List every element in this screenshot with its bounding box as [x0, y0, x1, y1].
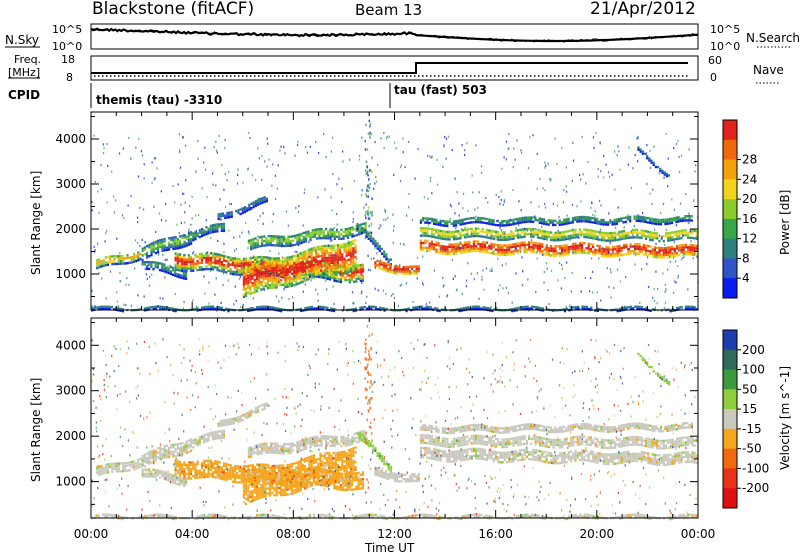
- y-tick-label: 4000: [55, 132, 86, 146]
- colorbar-swatch: [723, 448, 737, 469]
- colorbar-swatch: [723, 278, 737, 299]
- x-tick-label: 00:00: [74, 527, 109, 541]
- x-tick-label: 16:00: [478, 527, 513, 541]
- y-tick-label: 2000: [55, 222, 86, 236]
- nave-tick-high: 60: [708, 54, 722, 67]
- beam-title: Beam 13: [355, 1, 422, 19]
- velocity-cbar-label: Velocity [m s^-1]: [778, 366, 792, 470]
- nsearch-tick-low: 10^0: [710, 40, 740, 53]
- colorbar-swatch: [723, 488, 737, 509]
- velocity-panel: 1000 2000 3000 4000: [55, 317, 699, 521]
- freq-tick-high: 18: [61, 53, 75, 66]
- colorbar-swatch: [723, 389, 737, 410]
- power-cbar-tick: 28: [742, 153, 757, 167]
- nsky-tick-low: 10^0: [52, 40, 82, 53]
- colorbar-swatch: [723, 369, 737, 390]
- nsky-noise: [90, 28, 699, 43]
- colorbar-swatch: [723, 159, 737, 180]
- velocity-colorbar: 200 100 50 15 -15 -50 -100 -200: [722, 329, 769, 509]
- y-tick-label: 1000: [55, 267, 86, 281]
- cpid-label: CPID: [8, 88, 40, 102]
- x-tick-label: 04:00: [175, 527, 210, 541]
- date-title: 21/Apr/2012: [590, 0, 696, 19]
- colorbar-swatch: [723, 468, 737, 489]
- colorbar-swatch: [723, 349, 737, 371]
- colorbar-swatch: [723, 139, 737, 161]
- colorbar-swatch: [723, 218, 737, 240]
- nsky-label: N.Sky: [5, 33, 39, 47]
- power-cbar-tick: 20: [742, 192, 757, 206]
- power-heatmap: [91, 119, 699, 313]
- x-tick-label: 00:00: [681, 527, 716, 541]
- y-tick-label: 3000: [55, 177, 86, 191]
- velocity-heatmap: [91, 325, 698, 521]
- nsky-trace: [91, 27, 699, 43]
- freq-tick-low: 8: [66, 71, 73, 84]
- power-cbar-label: Power [dB]: [778, 190, 792, 255]
- y-tick-label: 2000: [55, 429, 86, 443]
- cpid-1: themis (tau) -3310: [96, 93, 222, 107]
- power-cbar-tick: 12: [742, 232, 757, 246]
- nave-label: Nave: [753, 63, 784, 77]
- velocity-cbar-tick: 50: [742, 382, 757, 396]
- velocity-cbar-tick: -15: [742, 422, 762, 436]
- cpid-2: tau (fast) 503: [394, 83, 487, 97]
- colorbar-swatch: [723, 120, 737, 141]
- colorbar-swatch: [723, 428, 737, 450]
- y-tick-label: 3000: [55, 384, 86, 398]
- velocity-cbar-tick: -100: [742, 461, 769, 475]
- y-tick-label: 4000: [55, 338, 86, 352]
- power-colorbar: 4 8 12 16 20 24 28: [722, 119, 757, 299]
- colorbar-swatch: [723, 199, 737, 220]
- nsearch-tick-high: 10^5: [710, 23, 740, 36]
- colorbar-swatch: [723, 238, 737, 259]
- nsky-tick-high: 10^5: [52, 23, 82, 36]
- colorbar-swatch: [723, 330, 737, 351]
- radar-title: Blackstone (fitACF): [92, 0, 254, 19]
- power-cbar-tick: 16: [742, 212, 757, 226]
- freq-label-1: Freq.: [14, 53, 41, 66]
- colorbar-swatch: [723, 258, 737, 279]
- power-cbar-tick: 8: [742, 251, 750, 265]
- colorbar-swatch: [723, 409, 737, 430]
- velocity-cbar-tick: 200: [742, 343, 765, 357]
- power-panel: 1000 2000 3000 4000: [55, 111, 699, 313]
- x-tick-label: 08:00: [276, 527, 311, 541]
- x-axis: 00:00 04:00 08:00 12:00 16:00 20:00 00:00: [74, 112, 716, 541]
- freq-panel: [90, 55, 699, 81]
- nsky-panel: [90, 23, 699, 50]
- colorbar-swatch: [723, 179, 737, 200]
- freq-label-2: [MHz]: [8, 66, 40, 79]
- nave-tick-low: 0: [710, 71, 717, 84]
- nsearch-label: N.Search: [746, 31, 800, 45]
- velocity-cbar-tick: -200: [742, 481, 769, 495]
- x-tick-label: 20:00: [580, 527, 615, 541]
- power-cbar-tick: 4: [742, 271, 750, 285]
- velocity-cbar-tick: 100: [742, 363, 765, 377]
- velocity-cbar-tick: 15: [742, 402, 757, 416]
- x-tick-label: 12:00: [377, 527, 412, 541]
- power-cbar-tick: 24: [742, 172, 757, 186]
- power-ylabel: Slant Range [km]: [29, 171, 43, 275]
- x-axis-label: Time UT: [364, 541, 415, 554]
- velocity-cbar-tick: -50: [742, 442, 762, 456]
- power-y-axis: 1000 2000 3000 4000: [55, 116, 698, 297]
- velocity-y-axis: 1000 2000 3000 4000: [55, 322, 698, 505]
- freq-trace: [91, 62, 688, 74]
- velocity-ylabel: Slant Range [km]: [29, 378, 43, 482]
- y-tick-label: 1000: [55, 475, 86, 489]
